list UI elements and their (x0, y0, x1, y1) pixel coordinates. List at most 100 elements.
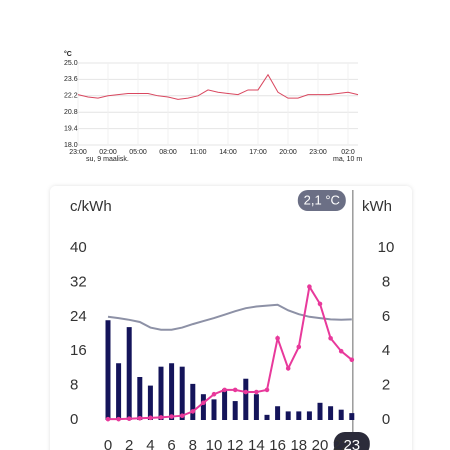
x-tick-label: 23:00 (309, 149, 327, 156)
bar (211, 399, 217, 420)
bottom-card (50, 186, 412, 450)
y-tick-label: 23.6 (64, 76, 78, 83)
y2-tick-label: 0 (382, 411, 390, 428)
point (137, 415, 143, 421)
y-tick-label: 20.8 (64, 109, 78, 116)
temperature-line (77, 73, 359, 100)
x-tick-label: 14 (248, 437, 265, 450)
x-tick-label: 05:00 (129, 149, 147, 156)
x-tick-label: 0 (104, 437, 112, 450)
y-tick-label: 16 (70, 342, 87, 359)
point (317, 301, 323, 307)
y-tick-label: 18.0 (64, 142, 78, 149)
bar (169, 363, 175, 420)
bar (190, 383, 196, 420)
point (126, 416, 132, 422)
bar (338, 409, 344, 420)
bar (126, 327, 132, 420)
y2-label: kWh (362, 198, 392, 215)
x-tick-label: 20:00 (279, 149, 297, 156)
x-tick-label: 17:00 (249, 149, 267, 156)
date-label: su, 9 maalisk. (86, 156, 129, 163)
x-badge (333, 432, 370, 450)
point (275, 336, 280, 341)
y2-tick-label: 10 (378, 239, 395, 256)
x-tick-label: 08:00 (159, 149, 177, 156)
line (107, 303, 352, 331)
x-tick-label: 6 (167, 437, 175, 450)
y2-tick-label: 8 (382, 273, 390, 290)
y-tick-label: 32 (70, 273, 87, 290)
date-label: ma, 10 m (333, 156, 362, 163)
bar (232, 401, 238, 420)
y2-tick-label: 2 (382, 377, 390, 394)
bar (349, 413, 355, 420)
bar (200, 394, 206, 420)
bar (264, 414, 270, 420)
point (222, 387, 227, 393)
x-tick-label: 18 (290, 437, 307, 450)
bar (137, 377, 143, 420)
point (190, 409, 196, 414)
y-tick-label: 40 (70, 239, 87, 256)
x-tick-label: 10 (206, 437, 223, 450)
bar (328, 406, 334, 420)
x-tick-label: 23:00 (69, 149, 87, 156)
bar (296, 411, 302, 420)
point (338, 348, 344, 354)
point (179, 413, 185, 419)
y-tick-label: 22.2 (64, 93, 78, 100)
x-tick-label: 23 (343, 437, 360, 450)
bar (253, 394, 259, 420)
bar (116, 363, 122, 420)
x-tick-label: 12 (227, 437, 244, 450)
x-tick-label: 16 (269, 437, 286, 450)
cursor-label: 2,1 °C (304, 192, 340, 207)
bar (285, 411, 291, 420)
point (116, 416, 121, 422)
point (232, 387, 238, 393)
y-tick-label: 0 (70, 411, 78, 428)
cursor-badge (297, 190, 346, 211)
point (105, 416, 111, 422)
y-tick-label: 8 (70, 377, 78, 394)
x-tick-label: 2 (125, 437, 133, 450)
bar (306, 411, 312, 420)
point (254, 389, 259, 395)
point (158, 415, 164, 420)
point (285, 366, 291, 371)
bar (222, 389, 228, 420)
bar (243, 378, 249, 420)
bar (317, 402, 323, 420)
bar (158, 366, 164, 420)
y-tick-label: 19.4 (64, 125, 78, 132)
bar (105, 320, 111, 420)
point (211, 391, 217, 397)
y-tick-label: 25.0 (64, 60, 78, 67)
point (243, 389, 249, 395)
x-tick-label: 14:00 (219, 149, 237, 156)
point (264, 387, 270, 393)
bar (275, 406, 281, 420)
point (296, 344, 302, 350)
y-label: °C (64, 50, 72, 58)
point (307, 284, 312, 290)
x-tick-label: 02:00 (99, 149, 117, 156)
point (201, 400, 206, 406)
y-label: c/kWh (70, 198, 112, 215)
y-tick-label: 24 (70, 308, 87, 325)
x-tick-label: 4 (146, 437, 154, 450)
x-tick-label: 22 (333, 437, 350, 450)
x-tick-label: 8 (189, 437, 197, 450)
x-tick-label: 02:0 (341, 149, 355, 156)
point (169, 414, 174, 419)
bar (179, 366, 185, 420)
x-tick-label: 20 (312, 437, 329, 450)
point (349, 357, 355, 363)
point (148, 415, 153, 421)
x-tick-label: 11:00 (190, 149, 207, 156)
y2-tick-label: 6 (382, 308, 390, 325)
y2-tick-label: 4 (382, 342, 390, 359)
